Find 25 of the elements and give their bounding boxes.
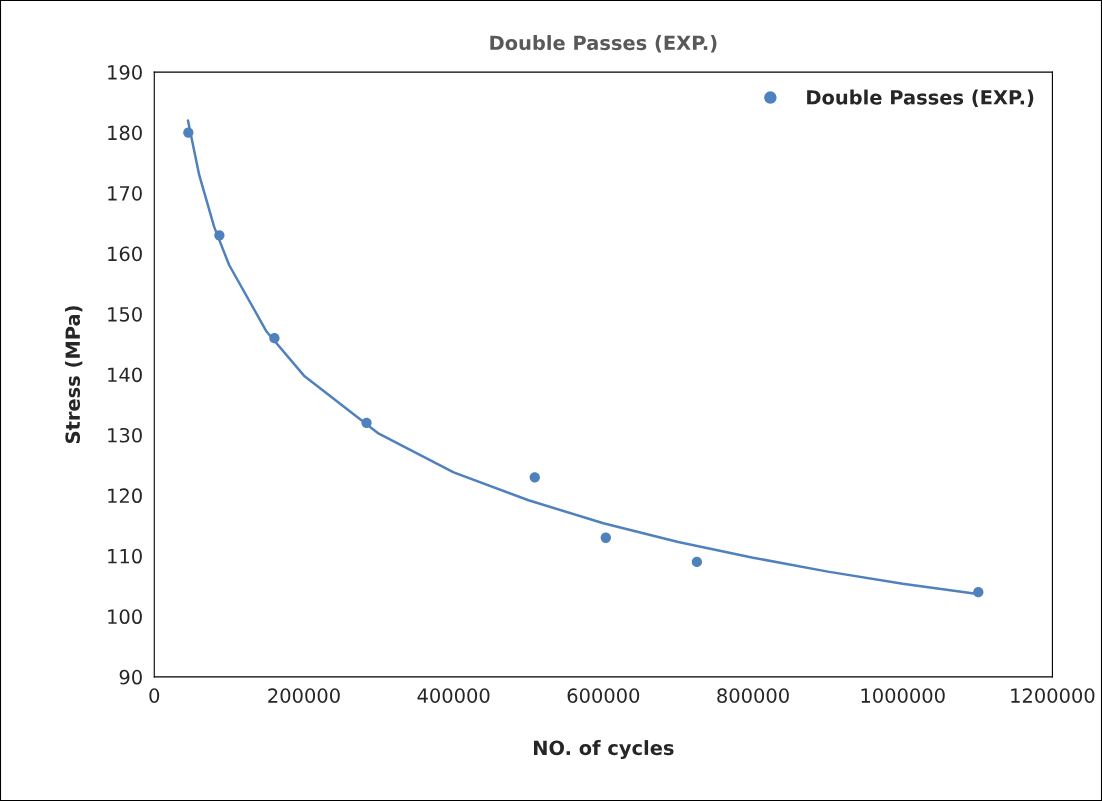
y-tick-label: 90 <box>119 669 142 685</box>
x-tick-label: 200000 <box>268 688 340 704</box>
x-tick-label: 1000000 <box>861 688 945 704</box>
y-tick-label: 150 <box>108 306 142 322</box>
point <box>691 556 703 568</box>
y-axis-title: Stress (MPa) <box>65 306 83 444</box>
x-tick-label: 400000 <box>417 688 490 704</box>
y-tick-label: 170 <box>108 186 142 201</box>
point <box>529 472 540 483</box>
point <box>600 532 611 543</box>
chart-title: Double Passes (EXP.) <box>490 35 717 53</box>
x-tick-label: 800000 <box>717 688 789 704</box>
y-tick-label: 140 <box>108 367 142 383</box>
y-tick-label: 130 <box>108 427 142 443</box>
x-tick-label: 600000 <box>567 688 640 704</box>
y-tick-label: 180 <box>108 125 142 141</box>
y-tick-label: 190 <box>108 65 142 80</box>
x-axis-title: NO. of cycles <box>534 740 674 760</box>
x-tick-label: 0 <box>149 688 160 704</box>
y-tick-label: 160 <box>108 246 142 262</box>
legend-label: Double Passes (EXP.) <box>807 89 1034 107</box>
y-tick-label: 110 <box>108 548 142 564</box>
y-tick-label: 100 <box>108 609 142 625</box>
x-tick-label: 1200000 <box>1011 688 1095 704</box>
y-tick-label: 120 <box>108 488 142 504</box>
